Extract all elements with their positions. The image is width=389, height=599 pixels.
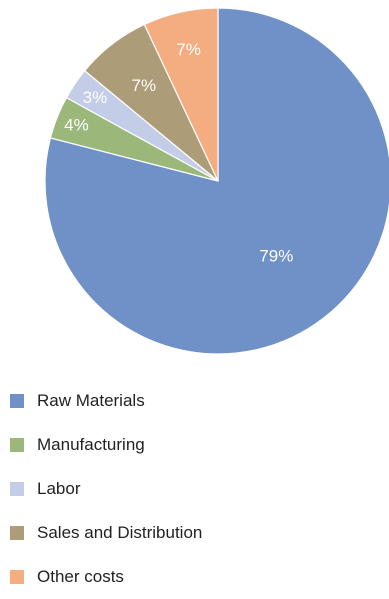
legend-item-manufacturing: Manufacturing xyxy=(10,423,202,467)
legend-item-labor: Labor xyxy=(10,467,202,511)
data-label-sales-and-distribution: 7% xyxy=(131,76,156,95)
data-label-raw-materials: 79% xyxy=(259,247,293,266)
legend-label: Labor xyxy=(37,479,81,498)
data-label-other-costs: 7% xyxy=(176,40,201,59)
pie-labels: 79% 4% 3% 7% 7% xyxy=(64,40,293,266)
legend-label: Manufacturing xyxy=(37,435,145,454)
legend-label: Sales and Distribution xyxy=(37,523,203,542)
pie-slice-other-costs xyxy=(143,7,219,182)
legend-item-raw-materials: Raw Materials xyxy=(10,379,202,423)
pie-chart: 79% 4% 3% 7% 7% xyxy=(44,7,389,355)
legend-swatch xyxy=(10,482,24,496)
data-label-manufacturing: 4% xyxy=(64,115,89,134)
legend-swatch xyxy=(10,394,24,408)
legend-item-other-costs: Other costs xyxy=(10,555,202,599)
legend: Raw Materials Manufacturing Labor Sales … xyxy=(10,379,202,599)
legend-label: Raw Materials xyxy=(37,391,145,410)
legend-swatch xyxy=(10,526,24,540)
pie-slices xyxy=(44,7,389,355)
data-label-labor: 3% xyxy=(83,88,108,107)
legend-swatch xyxy=(10,570,24,584)
legend-swatch xyxy=(10,438,24,452)
legend-label: Other costs xyxy=(37,567,124,586)
legend-item-sales-and-distribution: Sales and Distribution xyxy=(10,511,202,555)
